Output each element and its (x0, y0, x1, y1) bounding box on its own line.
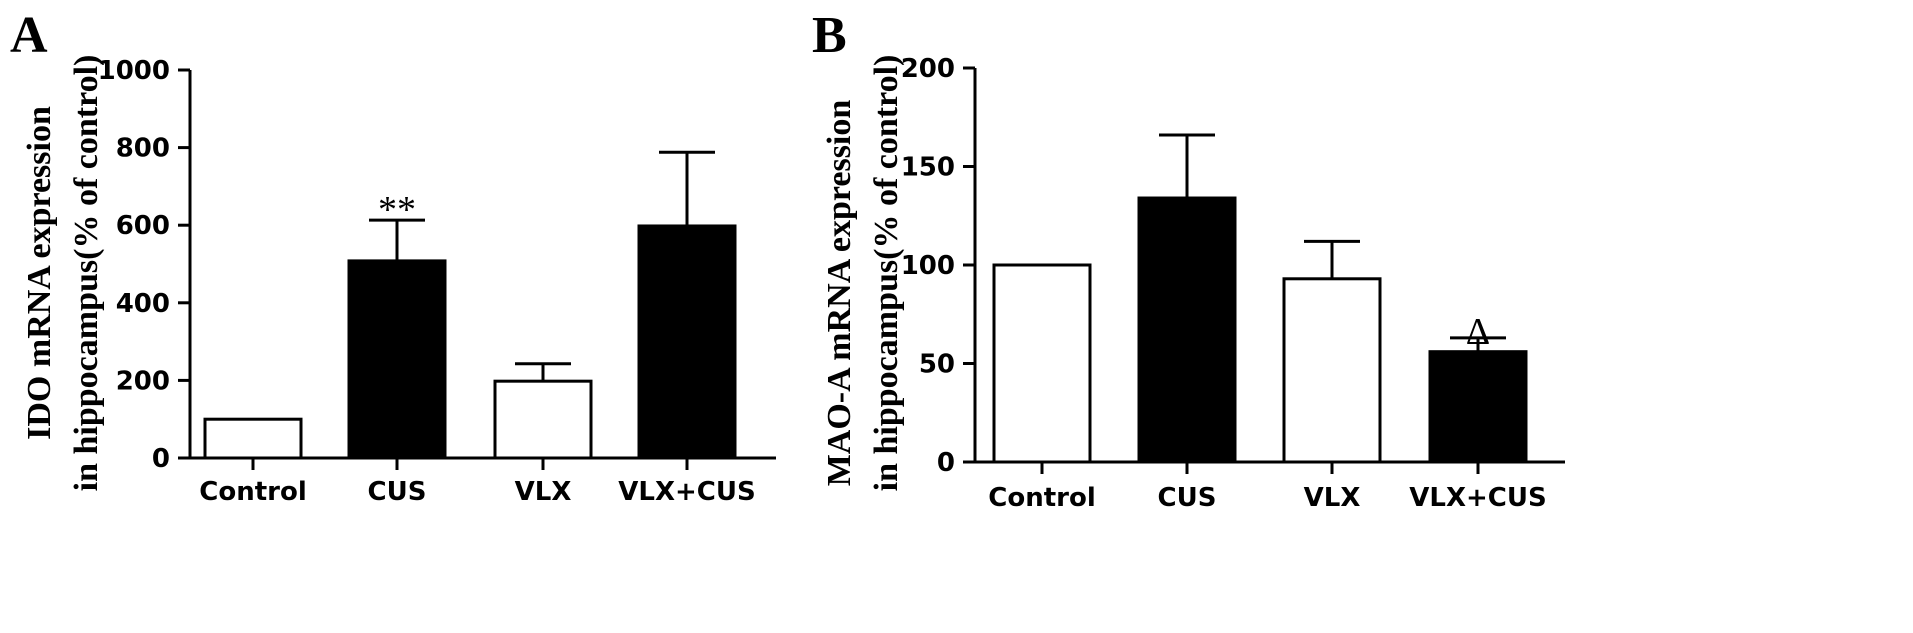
panel-b-bar-0 (992, 263, 1092, 464)
panel-b-category-label-3: VLX+CUS (1409, 483, 1546, 513)
panel-a-ylabel-line2: in hippocampus(% of control) (68, 55, 105, 492)
panel-b-ytick-label-0: 0 (937, 448, 955, 478)
panel-a-marks: 0 200 400 600 800 1000 Control CUS ** VLX VLX+CUS (98, 56, 756, 507)
panel-b-bar-1 (1137, 196, 1237, 464)
panel-a-bar-2 (493, 379, 593, 460)
panel-a-category-label-3: VLX+CUS (618, 477, 755, 507)
panel-b-letter: B (812, 7, 847, 64)
panel-a-ytick-label-1: 200 (116, 366, 170, 396)
panel-a-letter: A (10, 7, 48, 64)
panel-a-category-label-1: CUS (368, 477, 427, 507)
panel-b: B MAO-A mRNA expression in hippocampus(%… (812, 7, 1565, 513)
panel-a: A IDO mRNA expression in hippocampus(% o… (10, 7, 776, 507)
panel-b-marks: 0 50 100 150 200 Control CUS VLX VLX+CUS Δ (901, 54, 1547, 513)
panel-b-category-label-0: Control (988, 483, 1095, 513)
panel-b-ylabel-line1: MAO-A mRNA expression (821, 100, 858, 487)
panel-a-ytick-label-0: 0 (152, 444, 170, 474)
panel-a-ylabel-line1: IDO mRNA expression (21, 106, 58, 440)
panel-b-ytick-label-3: 150 (901, 153, 955, 183)
panel-b-ylabel-line2: in hippocampus(% of control) (868, 55, 905, 492)
panel-a-annotation-1: ** (378, 189, 416, 231)
panel-b-ytick-label-4: 200 (901, 54, 955, 84)
panel-b-ytick-label-2: 100 (901, 251, 955, 281)
panel-b-annotation-3: Δ (1466, 311, 1490, 353)
panel-a-ytick-label-3: 600 (116, 211, 170, 241)
panel-b-bar-2 (1282, 277, 1382, 464)
panel-a-bar-0 (203, 417, 303, 460)
panel-a-bar-3 (637, 224, 737, 460)
panel-a-ytick-label-5: 1000 (98, 56, 170, 86)
panel-b-category-label-1: CUS (1158, 483, 1217, 513)
panel-b-category-label-2: VLX (1304, 483, 1361, 513)
panel-a-ytick-label-4: 800 (116, 134, 170, 164)
panel-a-bar-1 (347, 259, 447, 460)
panel-b-ytick-label-1: 50 (919, 350, 955, 380)
panel-a-ytick-label-2: 400 (116, 289, 170, 319)
panel-a-category-label-0: Control (199, 477, 306, 507)
panel-b-bar-3 (1428, 350, 1528, 464)
panel-a-category-label-2: VLX (515, 477, 572, 507)
